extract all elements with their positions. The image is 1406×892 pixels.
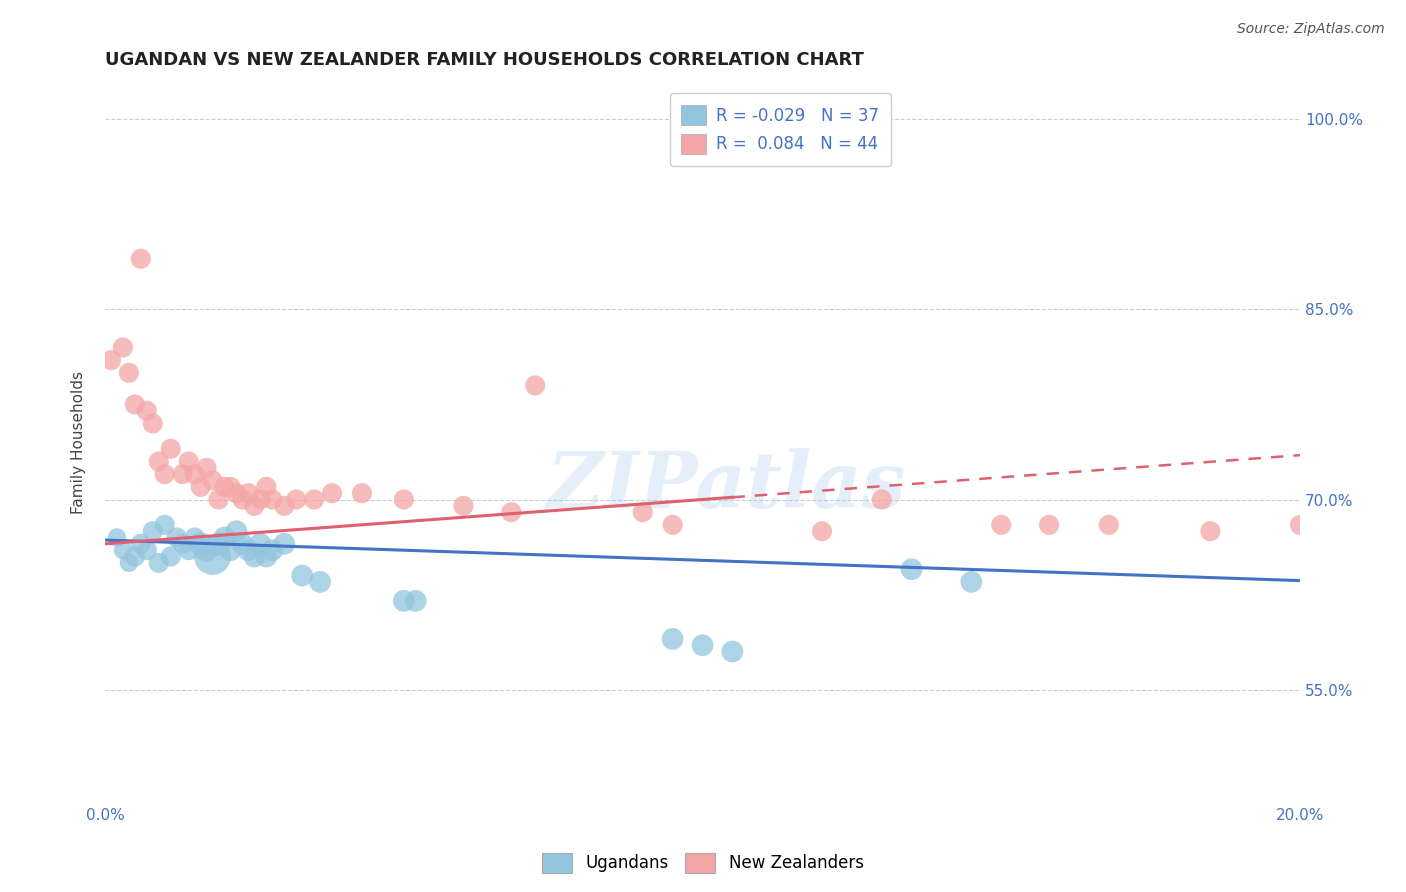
Point: [405, 594, 427, 608]
Text: UGANDAN VS NEW ZEALANDER FAMILY HOUSEHOLDS CORRELATION CHART: UGANDAN VS NEW ZEALANDER FAMILY HOUSEHOL…: [105, 51, 863, 69]
Point: [214, 480, 236, 494]
Point: [249, 492, 271, 507]
Text: ZIPatlas: ZIPatlas: [547, 448, 905, 524]
Point: [721, 644, 744, 658]
Point: [285, 492, 308, 507]
Point: [142, 524, 165, 538]
Point: [105, 531, 128, 545]
Point: [225, 524, 247, 538]
Point: [302, 492, 325, 507]
Point: [254, 549, 277, 564]
Point: [177, 454, 200, 468]
Point: [273, 537, 295, 551]
Point: [195, 543, 218, 558]
Point: [661, 517, 683, 532]
Point: [900, 562, 922, 576]
Point: [243, 549, 266, 564]
Point: [148, 454, 170, 468]
Point: [631, 505, 654, 519]
Point: [135, 404, 157, 418]
Point: [811, 524, 834, 538]
Point: [243, 499, 266, 513]
Point: [118, 366, 141, 380]
Point: [172, 537, 194, 551]
Point: [111, 341, 134, 355]
Point: [1289, 517, 1312, 532]
Point: [254, 480, 277, 494]
Point: [692, 638, 714, 652]
Point: [135, 543, 157, 558]
Point: [148, 556, 170, 570]
Point: [501, 505, 523, 519]
Point: [262, 492, 284, 507]
Point: [190, 480, 212, 494]
Point: [350, 486, 373, 500]
Point: [129, 252, 152, 266]
Point: [153, 517, 176, 532]
Point: [183, 531, 205, 545]
Point: [118, 556, 141, 570]
Point: [1098, 517, 1121, 532]
Point: [207, 537, 229, 551]
Point: [153, 467, 176, 482]
Point: [231, 537, 253, 551]
Point: [309, 574, 332, 589]
Point: [249, 537, 271, 551]
Point: [201, 549, 224, 564]
Point: [166, 531, 188, 545]
Point: [183, 467, 205, 482]
Point: [392, 492, 415, 507]
Point: [124, 397, 146, 411]
Point: [453, 499, 475, 513]
Point: [201, 474, 224, 488]
Point: [159, 549, 181, 564]
Point: [870, 492, 893, 507]
Point: [142, 417, 165, 431]
Point: [238, 486, 260, 500]
Point: [159, 442, 181, 456]
Point: [124, 549, 146, 564]
Point: [219, 543, 242, 558]
Y-axis label: Family Households: Family Households: [72, 371, 86, 514]
Point: [960, 574, 983, 589]
Legend: R = -0.029   N = 37, R =  0.084   N = 44: R = -0.029 N = 37, R = 0.084 N = 44: [669, 94, 891, 166]
Point: [172, 467, 194, 482]
Point: [392, 594, 415, 608]
Point: [219, 480, 242, 494]
Point: [1038, 517, 1060, 532]
Text: Source: ZipAtlas.com: Source: ZipAtlas.com: [1237, 22, 1385, 37]
Point: [990, 517, 1012, 532]
Point: [321, 486, 343, 500]
Legend: Ugandans, New Zealanders: Ugandans, New Zealanders: [536, 847, 870, 880]
Point: [1199, 524, 1222, 538]
Point: [524, 378, 547, 392]
Point: [177, 543, 200, 558]
Point: [214, 531, 236, 545]
Point: [661, 632, 683, 646]
Point: [190, 537, 212, 551]
Point: [195, 460, 218, 475]
Point: [291, 568, 314, 582]
Point: [111, 543, 134, 558]
Point: [238, 543, 260, 558]
Point: [207, 492, 229, 507]
Point: [262, 543, 284, 558]
Point: [100, 353, 122, 368]
Point: [231, 492, 253, 507]
Point: [225, 486, 247, 500]
Point: [273, 499, 295, 513]
Point: [129, 537, 152, 551]
